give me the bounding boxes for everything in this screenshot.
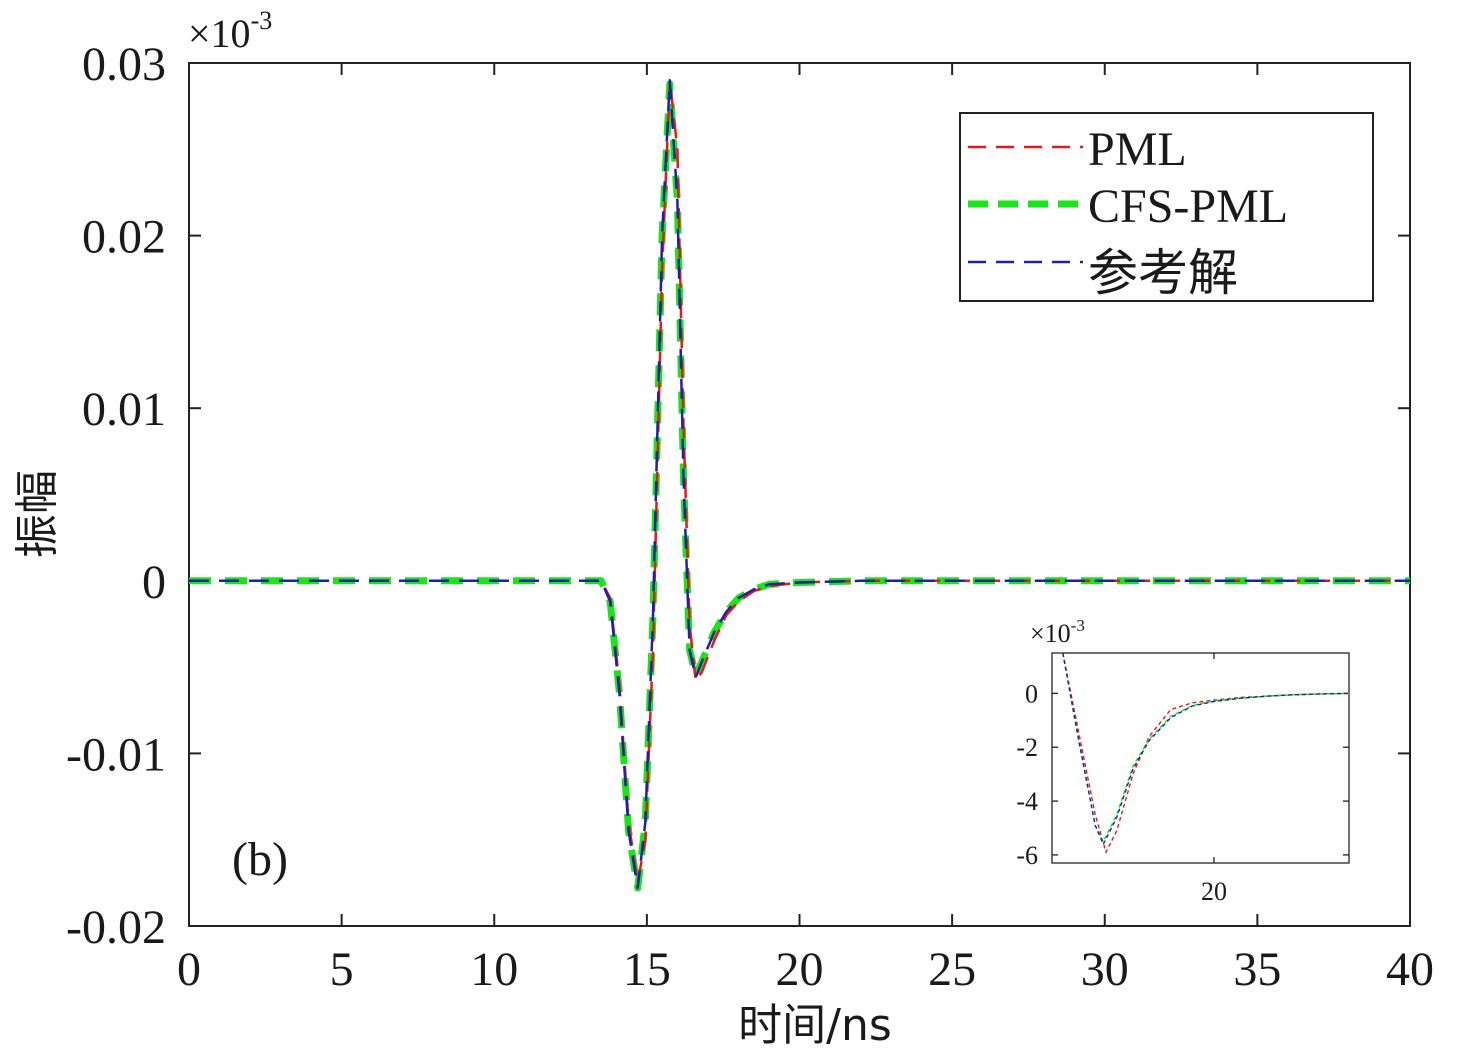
x-tick-label: 5 [330,943,354,996]
inset-y-multiplier: ×10-3 [1030,616,1085,648]
y-tick-label: -0.01 [66,728,166,781]
inset-series-line-reference [1062,653,1349,846]
main-x-tick-labels: 0 5 10 15 20 25 30 35 40 [177,943,1434,996]
main-series-group [189,79,1410,892]
legend-label-pml: PML [1088,123,1187,176]
y-tick-label: 0.03 [82,38,166,91]
inset-y-tick-label: 0 [1025,679,1038,708]
inset-series-group [1062,653,1349,855]
legend-label-reference: 参考解 [1088,244,1238,302]
x-tick-label: 10 [470,943,518,996]
inset-y-tick-label: -6 [1016,841,1038,870]
main-y-multiplier: ×10-3 [188,6,272,56]
inset-y-tick-label: -2 [1016,733,1038,762]
panel-label: (b) [232,833,288,886]
x-tick-label: 15 [623,943,671,996]
inset-tick-labels: 0 -2 -4 -6 20 [1016,679,1227,906]
x-tick-label: 30 [1081,943,1129,996]
x-tick-label: 25 [928,943,976,996]
inset-plot-frame [1051,652,1350,864]
inset-chart: 0 -2 -4 -6 20 ×10-3 [1016,616,1350,906]
y-tick-label: -0.02 [66,901,166,954]
inset-x-tick-label: 20 [1201,877,1227,906]
y-tick-label: 0.01 [82,383,166,436]
x-axis-label: 时间/ns [738,1000,892,1048]
y-axis-label: 振幅 [12,470,63,558]
legend-label-cfs-pml: CFS-PML [1088,180,1288,233]
x-tick-label: 40 [1386,943,1434,996]
inset-series-line-cfs-pml [1062,653,1349,844]
y-tick-label: 0 [142,556,166,609]
series-line-reference [189,79,1410,890]
legend: PML CFS-PML 参考解 [959,112,1374,302]
y-tick-label: 0.02 [82,211,166,264]
x-tick-label: 20 [776,943,824,996]
main-y-tick-labels: -0.02 -0.01 0 0.01 0.02 0.03 [66,38,166,954]
x-tick-label: 35 [1233,943,1281,996]
x-tick-label: 0 [177,943,201,996]
inset-y-tick-label: -4 [1016,787,1038,816]
